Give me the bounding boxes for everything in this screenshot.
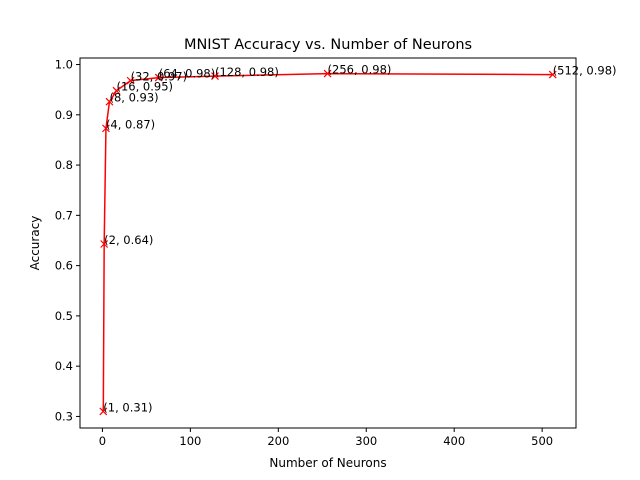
series-line bbox=[102, 72, 553, 412]
x-tick-label: 100 bbox=[179, 434, 201, 448]
data-point-label: (4, 0.87) bbox=[106, 117, 155, 131]
data-point-marker bbox=[154, 73, 163, 82]
x-tick-label: 0 bbox=[99, 434, 106, 448]
data-point-label: (512, 0.98) bbox=[553, 64, 617, 78]
data-point-marker bbox=[105, 97, 114, 106]
data-point-marker bbox=[112, 86, 121, 95]
data-point-label: (64, 0.98) bbox=[159, 67, 216, 81]
x-axis: 0 100 200 300 400 500 bbox=[99, 428, 553, 448]
data-point-marker bbox=[99, 407, 108, 416]
y-tick-label: 1.0 bbox=[55, 58, 73, 72]
axes-frame bbox=[79, 57, 577, 429]
data-point-label: (32, 0.97) bbox=[131, 70, 188, 84]
data-point-marker bbox=[548, 70, 557, 79]
x-tick-label: 300 bbox=[355, 434, 377, 448]
y-axis: 0.3 0.4 0.5 0.6 0.7 0.8 0.9 1.0 bbox=[55, 58, 80, 423]
y-tick-label: 0.6 bbox=[55, 259, 73, 273]
chart-title: MNIST Accuracy vs. Number of Neurons bbox=[184, 37, 472, 53]
x-tick-label: 200 bbox=[267, 434, 289, 448]
data-point-marker bbox=[126, 76, 135, 85]
x-axis-label: Number of Neurons bbox=[269, 456, 386, 470]
data-point-marker bbox=[323, 69, 332, 78]
x-tick-label: 400 bbox=[443, 434, 465, 448]
data-point-marker bbox=[102, 124, 110, 133]
data-point-marker bbox=[100, 240, 109, 248]
y-tick-label: 0.8 bbox=[55, 158, 73, 172]
data-point-label: (8, 0.93) bbox=[109, 91, 158, 105]
y-tick-label: 0.3 bbox=[55, 409, 73, 423]
data-point-label: (256, 0.98) bbox=[328, 63, 392, 77]
y-tick-label: 0.5 bbox=[55, 309, 73, 323]
y-tick-label: 0.4 bbox=[55, 359, 73, 373]
data-point-marker bbox=[211, 72, 219, 81]
data-point-label: (2, 0.64) bbox=[104, 233, 153, 247]
x-tick-label: 500 bbox=[531, 434, 553, 448]
y-axis-label: Accuracy bbox=[28, 216, 42, 271]
plot-area: (1, 0.31) (2, 0.64) (4, 0.87) (8, 0.93)(16,… bbox=[99, 63, 617, 416]
data-point-label: (1, 0.31) bbox=[103, 400, 152, 414]
data-point-label: (16, 0.95) bbox=[116, 80, 173, 94]
y-tick-label: 0.9 bbox=[55, 108, 73, 122]
data-point-label: (128, 0.98) bbox=[215, 65, 279, 79]
y-tick-label: 0.7 bbox=[55, 208, 73, 222]
